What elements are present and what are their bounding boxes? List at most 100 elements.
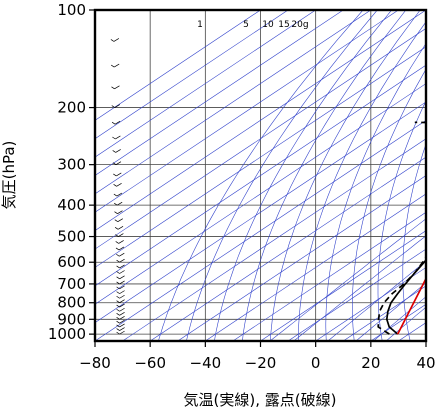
isotherm-line (177, 175, 426, 341)
wind-barb-staff (117, 218, 123, 223)
isotherm-line (95, 10, 426, 232)
wind-barb (116, 294, 125, 299)
wind-barb-flag (115, 241, 119, 244)
dry-adiabat-line (214, 10, 392, 341)
wind-barb-flag (111, 105, 115, 108)
wind-barb-flag (110, 64, 115, 68)
isotherm-line (95, 46, 426, 268)
isotherm-line (205, 193, 426, 341)
isotherm-line (95, 28, 426, 250)
y-tick-label: 900 (57, 310, 86, 328)
wind-barb-staff (117, 226, 124, 230)
wind-barb (111, 120, 121, 125)
wind-barb-flag (115, 234, 119, 237)
dry-adiabat-line (242, 10, 407, 341)
wind-barb (110, 63, 120, 68)
isotherm-line (95, 119, 426, 341)
isotherm-line (287, 248, 426, 341)
wind-barb-flag (116, 317, 120, 320)
isotherm-line (315, 267, 426, 341)
wind-barb-flag (113, 193, 118, 197)
mixing-ratio-label: 15 (278, 20, 289, 30)
isotherm-line (95, 10, 289, 140)
wind-barb-flag (111, 121, 116, 125)
wind-barb-flag (116, 324, 120, 328)
wind-barb-staff (119, 323, 125, 328)
wind-barb (111, 85, 120, 90)
x-tick-label: −40 (190, 354, 222, 372)
wind-barb (116, 280, 125, 285)
wind-barb-staff (118, 233, 124, 237)
wind-barb (116, 258, 125, 263)
wind-barb (115, 246, 125, 251)
wind-barb (116, 316, 125, 320)
x-axis-label: 気温(実線), 露点(破線) (184, 391, 337, 409)
wind-barb-staff (118, 240, 124, 244)
wind-barb (114, 210, 123, 214)
wind-barb-flag (112, 136, 116, 140)
wind-barb-flag (114, 227, 119, 230)
isotherm-line (95, 64, 426, 287)
wind-barb-flag (116, 281, 120, 285)
wind-barb-staff (119, 316, 125, 320)
dry-adiabat-line (427, 10, 436, 341)
wind-barb-staff (119, 307, 125, 312)
dry-adiabat-line (352, 68, 426, 341)
y-tick-label: 600 (57, 253, 86, 271)
wind-barb-flag (114, 211, 118, 214)
mixing-ratio-line (269, 218, 426, 341)
wind-barb-flag (112, 162, 117, 165)
wind-barb-staff (115, 149, 121, 153)
wind-barb-staff (117, 210, 123, 214)
wind-barb-staff (119, 264, 125, 269)
mixing-ratio-line (293, 235, 426, 341)
wind-barb-staff (119, 330, 125, 335)
isotherm-line (95, 10, 261, 121)
isotherm-line (95, 10, 344, 176)
wind-barb-staff (119, 280, 125, 285)
x-tick-label: 20 (361, 354, 380, 372)
x-tick-label: −60 (134, 354, 166, 372)
wind-barb (115, 233, 124, 237)
wind-barb-flag (116, 331, 120, 335)
wind-barb-flag (116, 276, 120, 280)
wind-barb-flag (113, 184, 117, 187)
wind-barb-flag (113, 173, 117, 177)
wind-barb (116, 330, 125, 335)
wind-barb (111, 104, 120, 108)
mixing-ratio-label: 5 (243, 20, 249, 30)
wind-barb-staff (119, 299, 125, 304)
wind-barb (113, 183, 122, 187)
wind-barb-flag (116, 291, 120, 294)
wind-barb-staff (119, 275, 125, 280)
wind-barb-flag (116, 320, 120, 324)
wind-barb-staff (114, 63, 120, 68)
y-tick-label: 700 (57, 275, 86, 293)
y-tick-label: 300 (57, 156, 86, 174)
wind-barb-staff (117, 201, 123, 206)
wind-barb-flag (116, 300, 120, 304)
temperature-line (385, 258, 426, 335)
wind-barb (116, 323, 125, 328)
x-tick-label: 0 (311, 354, 321, 372)
wind-barb-flag (113, 202, 118, 206)
wind-barb-flag (116, 304, 120, 308)
wind-barb (116, 312, 125, 316)
data-series (377, 121, 426, 335)
isotherm-line (150, 156, 426, 341)
wind-barb (112, 135, 121, 140)
x-axis: −80 −60 −40 −20 0 20 40 (79, 341, 436, 372)
wind-barb (116, 290, 125, 294)
wind-barb-staff (116, 183, 122, 187)
wind-barb-staff (119, 319, 125, 324)
y-tick-label: 500 (57, 228, 86, 246)
dry-adiabat-line (186, 10, 378, 341)
wind-barb (113, 172, 122, 177)
grid (95, 10, 436, 341)
wind-barb-flag (116, 328, 120, 331)
mixing-ratio-line (355, 282, 426, 341)
wind-barb-staff (119, 258, 125, 263)
mixing-ratio-line (385, 306, 426, 341)
y-tick-label: 200 (57, 99, 86, 117)
